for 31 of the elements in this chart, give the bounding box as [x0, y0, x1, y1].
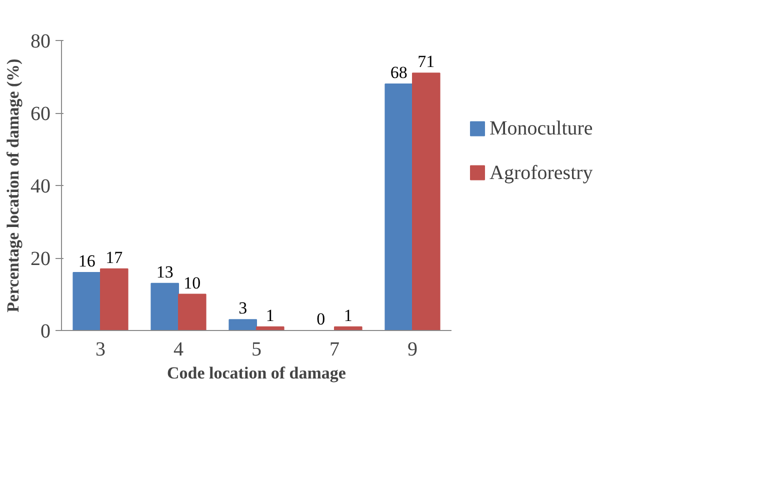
data-label: 1 — [344, 306, 352, 325]
data-label: 71 — [418, 52, 435, 72]
x-tick-label: 4 — [174, 338, 184, 360]
data-label: 68 — [390, 63, 408, 82]
y-axis-title: Percentage location of damage (%) — [4, 58, 22, 312]
data-label: 16 — [78, 252, 96, 270]
x-tick-label: 5 — [252, 338, 262, 360]
x-tick-label: 9 — [408, 338, 418, 360]
x-axis-title: Code location of damage — [167, 364, 346, 382]
y-tick-label: 80 — [30, 30, 50, 52]
y-tick-label: 60 — [30, 103, 50, 125]
legend-label: Monoculture — [490, 118, 593, 140]
x-tick-label: 3 — [96, 338, 106, 360]
y-tick-label: 40 — [30, 176, 50, 198]
y-tick-label: 20 — [30, 248, 50, 270]
data-label: 3 — [238, 298, 248, 318]
bar — [228, 319, 257, 330]
bar — [384, 84, 413, 330]
data-label: 1 — [266, 306, 274, 325]
y-tick-label: 0 — [40, 320, 50, 342]
data-label: 0 — [316, 310, 326, 328]
bar — [100, 268, 128, 330]
bar — [412, 72, 440, 330]
data-label: 13 — [156, 262, 174, 282]
legend-label: Agroforestry — [490, 162, 593, 184]
data-label: 10 — [184, 273, 201, 292]
x-tick-label: 7 — [330, 338, 340, 360]
data-label: 17 — [106, 248, 124, 267]
bar — [72, 272, 101, 330]
bar — [150, 282, 179, 330]
bar — [178, 294, 206, 330]
